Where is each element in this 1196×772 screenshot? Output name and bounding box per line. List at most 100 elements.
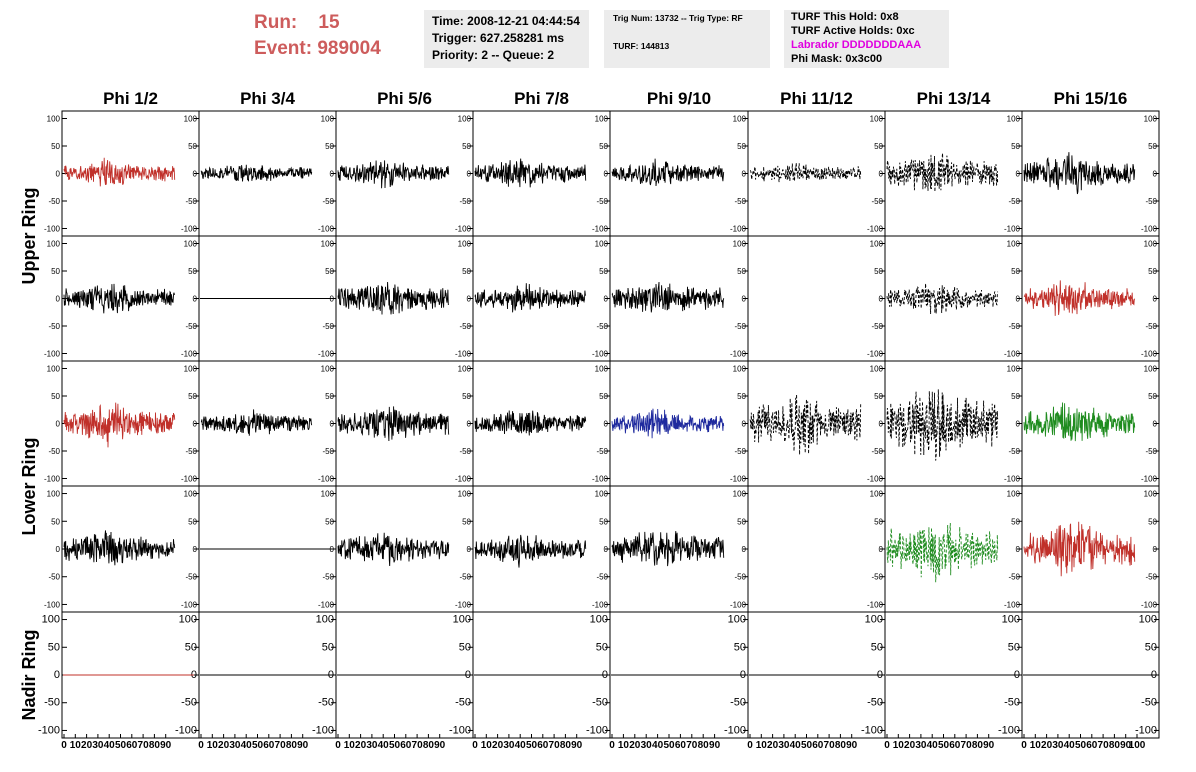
y-tick-label: 0 — [467, 420, 472, 429]
y-tick-label: 0 — [742, 170, 747, 179]
waveform-trace — [200, 409, 313, 436]
y-tick-label: 100 — [595, 115, 609, 124]
y-tick-label: 0 — [604, 545, 609, 554]
y-tick-label: -50 — [48, 447, 60, 456]
column-title: Phi 1/2 — [103, 89, 158, 108]
y-tick-label: 50 — [874, 142, 883, 151]
y-tick-label: 50 — [874, 267, 883, 276]
x-tick-label: 40 — [378, 740, 390, 751]
y-tick-label: -50 — [48, 197, 60, 206]
y-tick-label: -100 — [318, 225, 335, 234]
y-tick-label: -50 — [48, 573, 60, 582]
x-tick-label: 0 — [472, 740, 478, 751]
y-tick-label: 100 — [865, 614, 883, 626]
y-tick-label: -100 — [724, 724, 746, 736]
x-tick-label: 80 — [1109, 740, 1121, 751]
y-tick-label: -50 — [596, 197, 608, 206]
y-tick-label: 50 — [188, 392, 197, 401]
waveform-trace — [749, 162, 862, 183]
y-tick-label: 100 — [733, 490, 747, 499]
x-tick-label: 30 — [641, 740, 653, 751]
x-tick-label: 60 — [400, 740, 412, 751]
y-tick-label: -50 — [322, 322, 334, 331]
y-tick-label: 0 — [604, 295, 609, 304]
x-tick-label: 0 — [61, 740, 67, 751]
x-tick-label: 50 — [1075, 740, 1087, 751]
y-tick-label: -100 — [730, 600, 747, 609]
y-tick-label: 0 — [879, 545, 884, 554]
y-tick-label: -100 — [312, 724, 334, 736]
y-tick-label: -100 — [1141, 600, 1158, 609]
waveform-trace — [1023, 280, 1136, 316]
run-value: 15 — [318, 12, 340, 33]
x-tick-label: 40 — [652, 740, 664, 751]
x-tick-label: 20 — [355, 740, 367, 751]
y-tick-label: 0 — [56, 170, 61, 179]
y-tick-label: -100 — [867, 475, 884, 484]
y-tick-label: -50 — [871, 573, 883, 582]
y-tick-label: -50 — [871, 447, 883, 456]
y-tick-label: 100 — [870, 240, 884, 249]
x-tick-label: 80 — [423, 740, 435, 751]
y-tick-label: -100 — [318, 350, 335, 359]
waveform-trace — [1023, 402, 1136, 442]
waveform-trace — [474, 158, 587, 188]
waveform-trace — [1023, 152, 1136, 195]
x-tick-label: 40 — [241, 740, 253, 751]
y-tick-label: 50 — [599, 142, 608, 151]
y-tick-label: -50 — [322, 447, 334, 456]
waveform-trace — [611, 408, 725, 439]
y-tick-label: -100 — [867, 600, 884, 609]
x-tick-label: 50 — [526, 740, 538, 751]
y-tick-label: 0 — [330, 545, 335, 554]
y-tick-label: 50 — [325, 517, 334, 526]
ring-label: Nadir Ring — [19, 629, 39, 720]
y-tick-label: 0 — [193, 420, 198, 429]
run-line: Run: 15 — [254, 10, 381, 36]
column-title: Phi 9/10 — [647, 89, 711, 108]
time-info-box: Time: 2008-12-21 04:44:54 Trigger: 627.2… — [424, 10, 589, 68]
y-tick-label: 100 — [595, 240, 609, 249]
x-tick-label: 40 — [1064, 740, 1076, 751]
y-tick-label: 0 — [56, 420, 61, 429]
y-tick-label: 50 — [874, 517, 883, 526]
x-tick-label: 30 — [366, 740, 378, 751]
y-tick-label: 0 — [1016, 295, 1021, 304]
waveform-trace — [337, 281, 450, 315]
x-tick-label: 70 — [824, 740, 836, 751]
y-tick-label: -100 — [44, 350, 61, 359]
y-tick-label: -100 — [455, 350, 472, 359]
y-tick-label: 50 — [462, 267, 471, 276]
y-tick-label: -100 — [1135, 724, 1157, 736]
y-tick-label: 50 — [1011, 267, 1020, 276]
x-tick-label: 20 — [629, 740, 641, 751]
y-tick-label: 50 — [1148, 142, 1157, 151]
y-tick-label: 50 — [325, 142, 334, 151]
y-tick-label: -100 — [455, 475, 472, 484]
x-tick-label: 10 — [481, 740, 493, 751]
waveform-trace — [337, 532, 450, 567]
y-tick-label: 50 — [1011, 142, 1020, 151]
y-tick-label: -50 — [592, 697, 608, 709]
y-tick-label: 0 — [604, 420, 609, 429]
y-tick-label: 100 — [316, 614, 334, 626]
y-tick-label: 0 — [193, 295, 198, 304]
y-tick-label: -100 — [998, 724, 1020, 736]
y-tick-label: -100 — [181, 350, 198, 359]
y-tick-label: -100 — [592, 475, 609, 484]
y-tick-label: 50 — [185, 641, 197, 653]
y-tick-label: 100 — [47, 490, 61, 499]
waveform-trace — [337, 406, 450, 442]
x-tick-label: 10 — [1030, 740, 1042, 751]
x-tick-label: 40 — [790, 740, 802, 751]
y-tick-label: -50 — [596, 447, 608, 456]
y-tick-label: 0 — [879, 295, 884, 304]
turf-text: TURF: 144813 — [613, 41, 670, 51]
x-tick-label: 90 — [160, 740, 172, 751]
y-tick-label: -50 — [1145, 197, 1157, 206]
y-tick-label: 0 — [879, 420, 884, 429]
y-tick-label: -100 — [730, 350, 747, 359]
x-tick-label: 70 — [412, 740, 424, 751]
y-tick-label: 50 — [737, 142, 746, 151]
y-tick-label: 100 — [870, 115, 884, 124]
